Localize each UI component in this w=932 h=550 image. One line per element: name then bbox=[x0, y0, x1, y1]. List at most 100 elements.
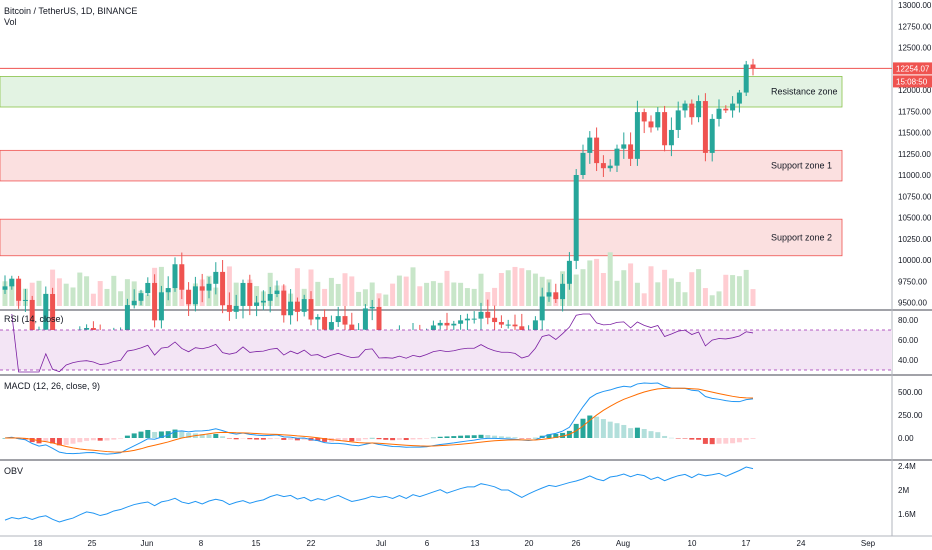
price-tick-label: 11500.00 bbox=[898, 129, 931, 138]
macd-histogram-bar bbox=[111, 438, 117, 440]
time-tick-label: 13 bbox=[471, 539, 480, 548]
candle bbox=[29, 299, 35, 333]
macd-histogram-bar bbox=[376, 438, 382, 440]
volume-bar bbox=[675, 281, 681, 306]
candle bbox=[668, 129, 674, 146]
volume-bar bbox=[743, 269, 749, 306]
macd-histogram-bar bbox=[668, 437, 674, 439]
volume-bar bbox=[668, 278, 674, 306]
zone-label: Support zone 1 bbox=[771, 161, 832, 171]
volume-bar bbox=[464, 288, 470, 306]
macd-histogram-bar bbox=[233, 438, 239, 440]
candle bbox=[451, 323, 457, 326]
volume-bar bbox=[233, 282, 239, 306]
macd-histogram-bar bbox=[451, 436, 457, 438]
macd-histogram-bar bbox=[730, 438, 736, 444]
candle bbox=[274, 290, 280, 294]
volume-bar bbox=[594, 258, 600, 306]
macd-histogram-bar bbox=[294, 438, 300, 441]
macd-histogram-bar bbox=[580, 418, 586, 438]
volume-bar bbox=[390, 283, 396, 306]
price-axis[interactable]: 9500.00 9750.00 10000.00 10250.00 10500.00 10… bbox=[0, 0, 932, 537]
volume-bar bbox=[424, 282, 430, 306]
volume-bar bbox=[498, 273, 504, 306]
volume-bar bbox=[9, 279, 15, 306]
rsi-pane: 40.00 60.00 80.00 bbox=[0, 313, 919, 373]
volume-bar bbox=[63, 283, 69, 306]
macd-histogram-bar bbox=[512, 437, 518, 438]
macd-histogram-bar bbox=[689, 438, 695, 440]
volume-label: Vol bbox=[4, 17, 17, 27]
volume-bar bbox=[104, 288, 110, 306]
macd-histogram-bar bbox=[254, 438, 260, 440]
price-tick-label: 13000.00 bbox=[898, 1, 932, 10]
macd-histogram-bar bbox=[723, 438, 729, 444]
macd-histogram-bar bbox=[342, 438, 348, 441]
candle bbox=[315, 316, 321, 320]
volume-bar bbox=[84, 276, 90, 306]
time-tick-label: 20 bbox=[525, 539, 534, 548]
macd-histogram-bar bbox=[437, 436, 443, 438]
macd-histogram-bar bbox=[750, 438, 756, 439]
price-tick-label: 10750.00 bbox=[898, 192, 932, 201]
candle bbox=[641, 112, 647, 122]
support-zone bbox=[0, 149, 843, 182]
macd-histogram-bar bbox=[600, 419, 606, 438]
volume-bar bbox=[328, 277, 334, 306]
obv-tick-label: 2M bbox=[898, 486, 909, 495]
macd-histogram-bar bbox=[349, 438, 355, 442]
candle bbox=[240, 282, 246, 306]
macd-histogram-bar bbox=[696, 438, 702, 440]
macd-histogram-bar bbox=[70, 438, 76, 444]
macd-histogram-bar bbox=[274, 438, 280, 439]
candle bbox=[165, 288, 171, 293]
candle bbox=[308, 299, 314, 320]
macd-histogram-bar bbox=[709, 438, 715, 445]
candle bbox=[723, 108, 729, 111]
candle bbox=[444, 322, 450, 326]
candle bbox=[607, 165, 613, 169]
macd-histogram-bar bbox=[634, 427, 640, 438]
macd-histogram-bar bbox=[628, 428, 634, 438]
macd-histogram-bar bbox=[104, 438, 110, 441]
candle bbox=[532, 320, 538, 332]
macd-histogram-bar bbox=[77, 438, 83, 443]
time-tick-label: Jul bbox=[376, 539, 386, 548]
candle bbox=[376, 306, 382, 338]
rsi-line bbox=[11, 313, 754, 373]
macd-histogram-bar bbox=[356, 438, 362, 442]
time-axis[interactable]: 18 25 Jun 8 15 22 Jul 6 13 20 26 Aug 10 17 24 Sep bbox=[34, 539, 876, 548]
macd-histogram-bar bbox=[322, 438, 328, 442]
macd-histogram-bar bbox=[90, 438, 96, 441]
volume-bar bbox=[226, 266, 232, 306]
volume-bar bbox=[322, 288, 328, 306]
macd-histogram-bar bbox=[138, 431, 144, 438]
volume-bar bbox=[655, 282, 661, 306]
rsi-tick-label: 80.00 bbox=[898, 316, 919, 325]
price-tick-label: 11750.00 bbox=[898, 107, 931, 116]
candle bbox=[294, 301, 300, 312]
last-price-tag bbox=[893, 62, 932, 75]
candle bbox=[600, 163, 606, 169]
macd-histogram-bar bbox=[662, 435, 668, 438]
macd-histogram-bar bbox=[247, 438, 253, 440]
macd-histogram-bar bbox=[526, 438, 532, 439]
volume-bar bbox=[29, 282, 35, 306]
candle bbox=[50, 294, 56, 345]
macd-histogram-bar bbox=[682, 438, 688, 439]
candle bbox=[2, 286, 8, 290]
obv-tick-label: 2.4M bbox=[898, 462, 916, 471]
volume-bar bbox=[458, 282, 464, 306]
macd-legend: MACD (12, 26, close, 9) bbox=[4, 381, 101, 391]
volume-bar bbox=[662, 269, 668, 306]
candle bbox=[138, 293, 144, 301]
macd-histogram-bar bbox=[607, 421, 613, 438]
macd-histogram-bar bbox=[390, 438, 396, 441]
macd-tick-label: 0.00 bbox=[898, 434, 914, 443]
volume-bar bbox=[628, 263, 634, 306]
candle bbox=[505, 324, 511, 326]
candle bbox=[621, 144, 627, 149]
volume-bar bbox=[492, 287, 498, 306]
volume-bar bbox=[308, 269, 314, 306]
